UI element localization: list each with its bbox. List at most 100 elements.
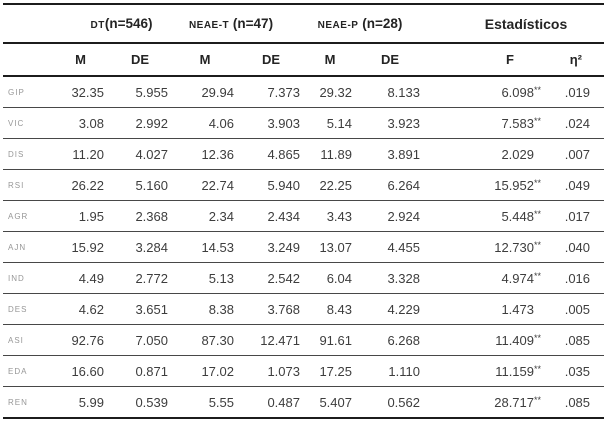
cell-dt-de: 2.368 — [135, 208, 168, 224]
col-header-dt-de: DE — [130, 52, 150, 67]
cell-dt-de: 5.955 — [135, 84, 168, 100]
significance-stars: ** — [534, 84, 542, 95]
significance-stars: ** — [534, 239, 542, 250]
col-header-f: F — [506, 52, 514, 67]
col-header-neae-p-m: M — [324, 52, 336, 67]
cell-dt-de: 0.871 — [135, 363, 168, 379]
cell-neae-p-de: 6.268 — [387, 332, 420, 348]
table-row: ASI 92.76 7.050 87.30 12.471 91.61 6.268… — [3, 325, 605, 356]
col-group-neae-p: NEAE-P (n=28) — [304, 4, 424, 43]
group-name-dt: DT — [90, 19, 105, 31]
cell-neae-p-m: 8.43 — [326, 301, 352, 317]
cell-dt-de: 5.160 — [135, 177, 168, 193]
cell-neae-t-de: 12.471 — [260, 332, 300, 348]
cell-dt-de: 0.539 — [135, 394, 168, 410]
cell-dt-m: 11.20 — [72, 146, 104, 162]
cell-neae-t-m: 4.06 — [208, 115, 234, 131]
cell-eta-squared: .085 — [564, 332, 591, 348]
cell-dt-m: 1.95 — [78, 208, 104, 224]
stats-table-body: GIP 32.35 5.955 29.94 7.373 29.32 8.133 … — [3, 76, 605, 419]
cell-neae-t-m: 2.34 — [208, 208, 234, 224]
f-value: 2.029 — [501, 146, 534, 162]
cell-neae-p-de: 1.110 — [388, 363, 420, 379]
significance-stars: ** — [534, 177, 542, 188]
cell-neae-p-de: 8.133 — [387, 84, 420, 100]
cell-neae-t-de: 3.768 — [267, 301, 300, 317]
cell-neae-p-m: 3.43 — [326, 208, 352, 224]
table-row: DIS 11.20 4.027 12.36 4.865 11.89 3.891 … — [3, 139, 605, 170]
f-value: 15.952 — [494, 177, 534, 193]
cell-neae-t-m: 17.02 — [201, 363, 234, 379]
f-value: 4.974 — [501, 270, 534, 286]
cell-neae-p-de: 4.229 — [387, 301, 420, 317]
col-header-neae-p-de: DE — [380, 52, 400, 67]
corner-cell — [3, 4, 53, 43]
cell-dt-m: 15.92 — [71, 239, 104, 255]
cell-eta-squared: .019 — [564, 84, 591, 100]
cell-eta-squared: .035 — [564, 363, 591, 379]
cell-neae-t-m: 87.30 — [201, 332, 234, 348]
cell-neae-t-de: 5.940 — [267, 177, 300, 193]
corner-cell-2 — [3, 43, 53, 76]
cell-neae-p-de: 0.562 — [387, 394, 420, 410]
cell-f: 6.098** — [424, 76, 542, 108]
table-row: EDA 16.60 0.871 17.02 1.073 17.25 1.110 … — [3, 356, 605, 387]
cell-neae-t-de: 2.434 — [267, 208, 300, 224]
cell-neae-p-de: 4.455 — [387, 239, 420, 255]
cell-eta-squared: .085 — [564, 394, 591, 410]
cell-neae-t-m: 22.74 — [201, 177, 234, 193]
cell-eta-squared: .007 — [564, 146, 591, 162]
cell-eta-squared: .016 — [564, 270, 591, 286]
cell-eta-squared: .024 — [564, 115, 591, 131]
group-count-neae-t: (n=47) — [229, 15, 274, 31]
table-row: GIP 32.35 5.955 29.94 7.373 29.32 8.133 … — [3, 76, 605, 108]
stats-table: DT(n=546) NEAE-T (n=47) NEAE-P (n=28) Es… — [3, 3, 605, 419]
table-row: VIC 3.08 2.992 4.06 3.903 5.14 3.923 7.5… — [3, 108, 605, 139]
cell-neae-t-de: 7.373 — [267, 84, 300, 100]
cell-neae-t-de: 3.903 — [267, 115, 300, 131]
col-group-neae-t: NEAE-T (n=47) — [172, 4, 304, 43]
row-label: EDA — [8, 366, 28, 376]
table-row: AJN 15.92 3.284 14.53 3.249 13.07 4.455 … — [3, 232, 605, 263]
cell-f: 28.717** — [424, 387, 542, 419]
f-value: 1.473 — [501, 301, 534, 317]
f-value: 11.159 — [495, 363, 534, 379]
cell-f: 4.974** — [424, 263, 542, 294]
col-group-estadisticos: Estadísticos — [484, 15, 568, 32]
cell-dt-m: 26.22 — [71, 177, 104, 193]
f-value: 28.717 — [494, 394, 534, 410]
group-name-neae-p: NEAE-P — [317, 19, 359, 31]
row-label: GIP — [8, 87, 25, 97]
cell-neae-p-m: 22.25 — [319, 177, 352, 193]
row-label: VIC — [8, 118, 25, 128]
cell-dt-m: 92.76 — [71, 332, 104, 348]
cell-eta-squared: .049 — [564, 177, 591, 193]
cell-dt-de: 2.772 — [135, 270, 168, 286]
col-header-neae-t-m: M — [199, 52, 211, 67]
cell-dt-m: 16.60 — [71, 363, 104, 379]
significance-stars: ** — [534, 115, 542, 126]
f-value: 6.098 — [501, 84, 534, 100]
sub-header-row: M DE M DE M DE F η² — [3, 43, 605, 76]
cell-neae-t-de: 2.542 — [267, 270, 300, 286]
cell-dt-m: 32.35 — [71, 84, 104, 100]
cell-f: 15.952** — [424, 170, 542, 201]
cell-neae-t-de: 0.487 — [267, 394, 300, 410]
cell-neae-p-m: 5.14 — [326, 115, 352, 131]
cell-neae-p-m: 11.89 — [320, 146, 352, 162]
cell-eta-squared: .005 — [564, 301, 591, 317]
table-row: AGR 1.95 2.368 2.34 2.434 3.43 2.924 5.4… — [3, 201, 605, 232]
cell-eta-squared: .017 — [564, 208, 591, 224]
significance-stars: ** — [534, 363, 542, 374]
row-label: RSI — [8, 180, 25, 190]
col-header-dt-m: M — [75, 52, 86, 67]
group-header-row: DT(n=546) NEAE-T (n=47) NEAE-P (n=28) Es… — [3, 4, 605, 43]
cell-dt-m: 4.49 — [78, 270, 104, 286]
significance-stars: ** — [534, 208, 542, 219]
f-value: 11.409 — [495, 332, 534, 348]
cell-f: 11.409** — [424, 325, 542, 356]
cell-neae-p-de: 6.264 — [387, 177, 420, 193]
row-label: DIS — [8, 149, 25, 159]
significance-stars: ** — [534, 270, 542, 281]
cell-f: 12.730** — [424, 232, 542, 263]
